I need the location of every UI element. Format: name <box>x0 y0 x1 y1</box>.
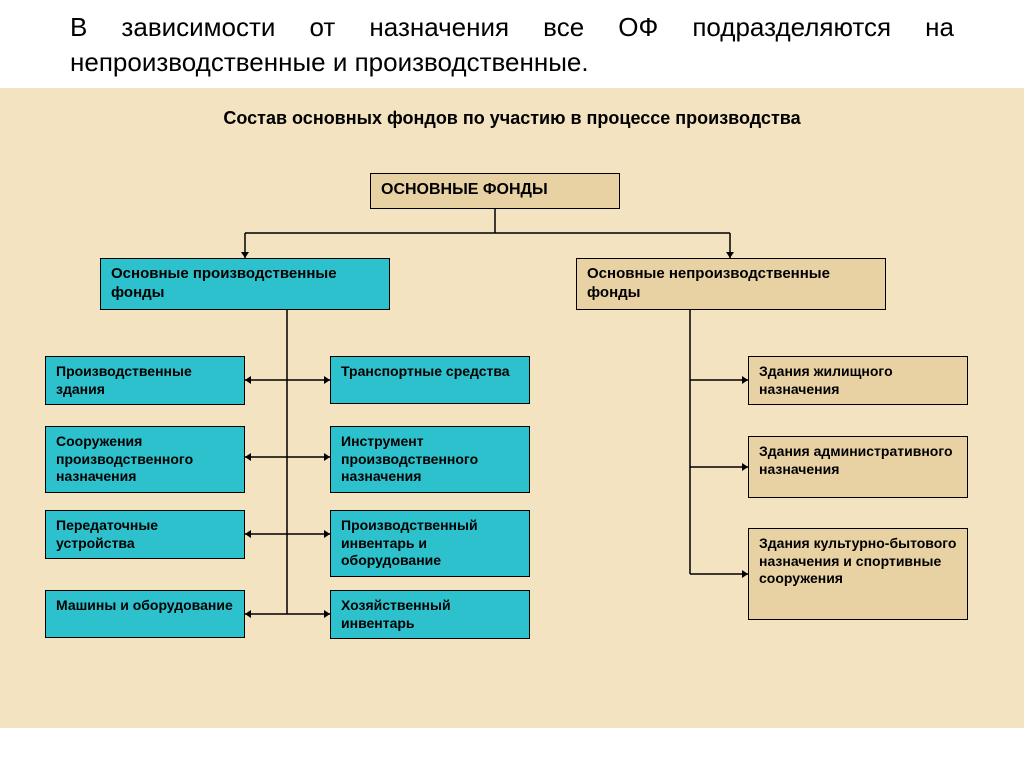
prod-left-box-0: Производственные здания <box>45 356 245 405</box>
prod-left-box-2: Передаточные устройства <box>45 510 245 559</box>
prod-left-box-3: Машины и оборудование <box>45 590 245 638</box>
prod-right-box-3: Хозяйственный инвентарь <box>330 590 530 639</box>
diagram-area: Состав основных фондов по участию в проц… <box>0 88 1024 728</box>
prod-right-box-2: Производственный инвентарь и оборудовани… <box>330 510 530 577</box>
nonprod-box-0: Здания жилищного назначения <box>748 356 968 405</box>
nonprod-head-box: Основные непроизводственные фонды <box>576 258 886 310</box>
nonprod-box-2: Здания культурно-бытового назначения и с… <box>748 528 968 620</box>
prod-left-box-1: Сооружения производственного назначения <box>45 426 245 493</box>
prod-right-box-1: Инструмент производственного назначения <box>330 426 530 493</box>
prod-head-box: Основные производственные фонды <box>100 258 390 310</box>
nonprod-box-1: Здания административного назначения <box>748 436 968 498</box>
prod-right-box-0: Транспортные средства <box>330 356 530 404</box>
diagram-subtitle: Состав основных фондов по участию в проц… <box>0 108 1024 129</box>
top-paragraph: В зависимости от назначения все ОФ подра… <box>0 0 1024 88</box>
title-box: ОСНОВНЫЕ ФОНДЫ <box>370 173 620 209</box>
